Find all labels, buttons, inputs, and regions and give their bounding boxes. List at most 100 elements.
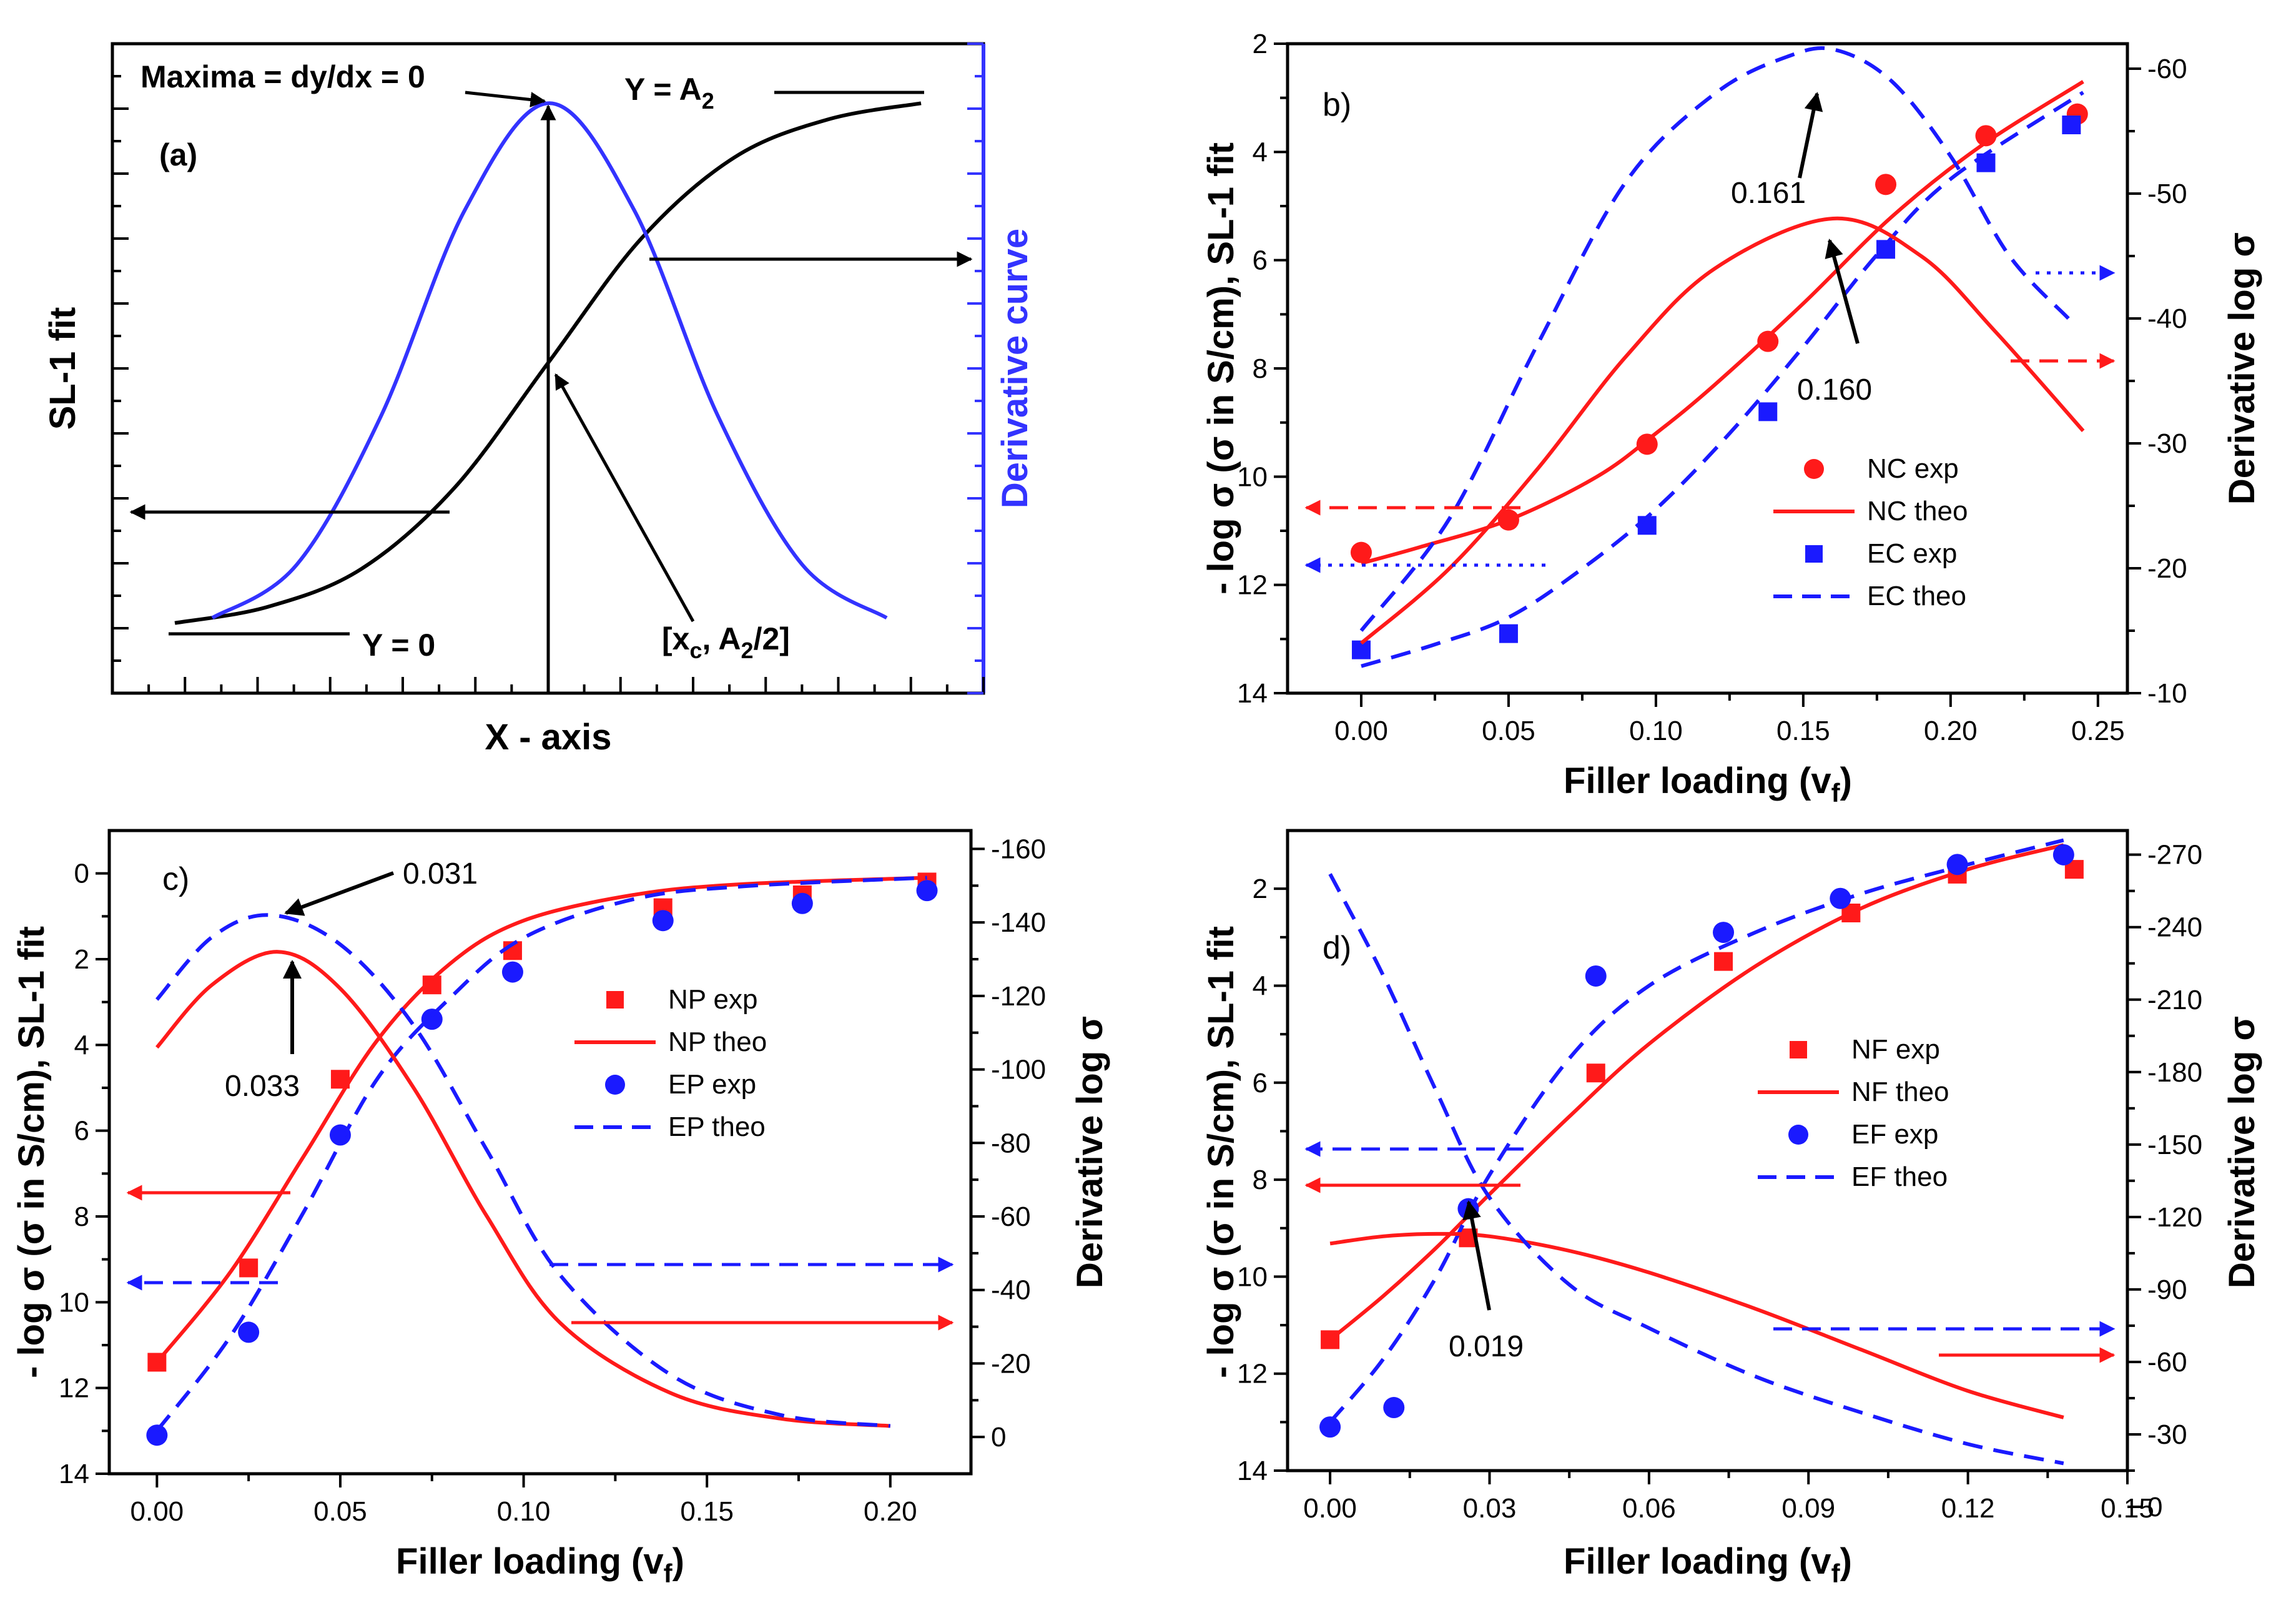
d-ytick-label: 10 — [1237, 1261, 1268, 1292]
panel-d-ylabel: - log σ (σ in S/cm), SL-1 fit — [1201, 926, 1241, 1378]
c-xtick-label: 0.10 — [497, 1496, 551, 1527]
panel-b-xlabel: Filler loading (vf) — [1564, 761, 1852, 807]
panel-a-xlabel: X - axis — [485, 717, 611, 757]
d-legend-label: NF exp — [1851, 1034, 1940, 1065]
c-ytick-label: 2 — [74, 944, 89, 975]
c-ytick-label: 6 — [74, 1116, 89, 1147]
b-legend-label: EC exp — [1867, 538, 1957, 569]
c-y2tick-label: -60 — [991, 1201, 1031, 1232]
c-legend-label: EP theo — [668, 1112, 766, 1142]
b-ytick-label: 8 — [1253, 353, 1268, 384]
c-ytick-label: 14 — [59, 1459, 89, 1489]
b-point-nc-exp — [1875, 174, 1897, 195]
panel-a-label: (a) — [159, 137, 197, 172]
b-xtick-label: 0.15 — [1776, 716, 1830, 746]
c-peak-label-1: 0.031 — [403, 857, 478, 890]
d-y2tick-label: -270 — [2147, 840, 2202, 871]
c-y2tick-label: -160 — [991, 834, 1046, 864]
b-ytick-label: 10 — [1237, 461, 1268, 492]
panel-d-series — [1319, 838, 2084, 1466]
b-point-nc-exp — [1350, 541, 1372, 563]
c-ytick-label: 8 — [74, 1201, 89, 1232]
xc-arrow — [554, 373, 695, 623]
d-point-ef-exp — [1585, 965, 1607, 987]
xc-annotation: [xc, A2/2] — [662, 621, 790, 663]
c-ytick-label: 4 — [74, 1030, 89, 1060]
d-xtick-label: 0.15 — [2101, 1493, 2154, 1524]
c-legend-marker — [605, 1075, 625, 1095]
c-legend-label: NP theo — [668, 1027, 767, 1057]
b-peak-arrow-0161 — [1798, 92, 1823, 179]
c-point-ep-exp — [501, 961, 523, 983]
d-point-ef-exp — [1830, 887, 1851, 909]
d-legend-label: EF theo — [1851, 1162, 1948, 1192]
derivative-curve — [211, 101, 888, 620]
b-xtick-label: 0.05 — [1482, 716, 1535, 746]
c-legend-marker — [606, 991, 624, 1009]
c-y2tick-label: -120 — [991, 981, 1046, 1012]
d-ytick-label: 6 — [1253, 1068, 1268, 1098]
c-point-ep-exp — [238, 1321, 260, 1343]
b-ytick-label: 6 — [1253, 245, 1268, 276]
b-line-nc-theo — [1361, 80, 2084, 565]
d-y2tick-label: 0 — [2147, 1492, 2162, 1522]
d-xtick-label: 0.00 — [1303, 1493, 1357, 1524]
c-ytick-label: 12 — [59, 1373, 89, 1404]
d-line-ef-theo — [1328, 838, 2064, 1424]
panel-c: 0.00 0.05 0.10 0.15 0.20 0 2 4 6 8 10 12 14 0 -20 -40 -6… — [11, 829, 1110, 1588]
b-legend-marker — [1804, 459, 1824, 479]
b-peak-label-1: 0.161 — [1731, 177, 1806, 210]
b-y2tick-label: -10 — [2147, 678, 2187, 709]
d-y2tick-label: -150 — [2147, 1130, 2202, 1160]
d-xtick-label: 0.09 — [1781, 1493, 1835, 1524]
d-ytick-label: 4 — [1253, 970, 1268, 1001]
c-point-ep-exp — [791, 892, 813, 914]
d-point-ef-exp — [1383, 1397, 1405, 1419]
d-legend-marker — [1788, 1125, 1808, 1145]
b-y2tick-label: -40 — [2147, 303, 2187, 334]
d-point-ef-exp — [1946, 854, 1968, 876]
d-y2tick-label: -180 — [2147, 1057, 2202, 1088]
d-legend-marker — [1790, 1041, 1807, 1058]
b-point-nc-exp — [1757, 330, 1779, 352]
panel-c-y2label: Derivative log σ — [1070, 1016, 1110, 1288]
c-legend-label: EP exp — [668, 1069, 756, 1100]
c-legend-label: NP exp — [668, 984, 758, 1015]
panel-b-ticks: 0.00 0.05 0.10 0.15 0.20 0.25 2 4 6 8 10 12 14 -10 -20… — [1237, 29, 2187, 746]
d-legend-label: NF theo — [1851, 1077, 1949, 1107]
b-line-ec-derivative — [1359, 46, 2070, 632]
d-point-ef-exp — [1713, 922, 1735, 944]
d-y2tick-label: -60 — [2147, 1347, 2187, 1378]
d-y2tick-label: -210 — [2147, 985, 2202, 1015]
d-peak-label: 0.019 — [1449, 1330, 1524, 1363]
panel-b-label: b) — [1323, 87, 1351, 123]
panel-b-frame — [1286, 42, 2129, 695]
d-peak-arrow-0019 — [1462, 1200, 1491, 1311]
c-y2tick-label: -40 — [991, 1275, 1031, 1306]
panel-a: (a) Maxima = dy/dx = 0 Y = A2 Y = 0 [xc,… — [42, 42, 1035, 757]
d-xtick-label: 0.03 — [1463, 1493, 1517, 1524]
panel-d-xlabel: Filler loading (vf) — [1564, 1541, 1852, 1588]
panel-a-ylabel: SL-1 fit — [42, 307, 83, 430]
panel-b-ylabel: - log σ (σ in S/cm), SL-1 fit — [1201, 142, 1241, 594]
b-y2tick-label: -20 — [2147, 553, 2187, 584]
b-point-ec-exp — [1758, 402, 1778, 422]
d-y2tick-label: -120 — [2147, 1202, 2202, 1233]
b-legend-label: NC theo — [1867, 496, 1968, 526]
d-point-nf-exp — [1714, 952, 1733, 971]
maxima-arrow — [465, 91, 546, 107]
d-ytick-label: 2 — [1253, 874, 1268, 904]
b-point-ec-exp — [1351, 640, 1371, 659]
b-xtick-label: 0.00 — [1334, 716, 1388, 746]
b-legend-label: NC exp — [1867, 453, 1959, 484]
d-ytick-label: 12 — [1237, 1359, 1268, 1389]
panel-d-ticks: 0.00 0.03 0.06 0.09 0.12 0.15 2 4 6 8 10 12 14 0 -30 -6… — [1237, 840, 2202, 1524]
b-legend-marker — [1805, 545, 1823, 563]
d-line-nf-derivative — [1329, 1231, 2064, 1419]
panel-c-legend: NP exp NP theo EP exp EP theo — [574, 984, 767, 1142]
d-legend-label: EF exp — [1851, 1119, 1938, 1150]
b-ytick-label: 12 — [1237, 570, 1268, 601]
y0-annotation: Y = 0 — [362, 628, 435, 663]
c-point-ep-exp — [146, 1424, 168, 1446]
